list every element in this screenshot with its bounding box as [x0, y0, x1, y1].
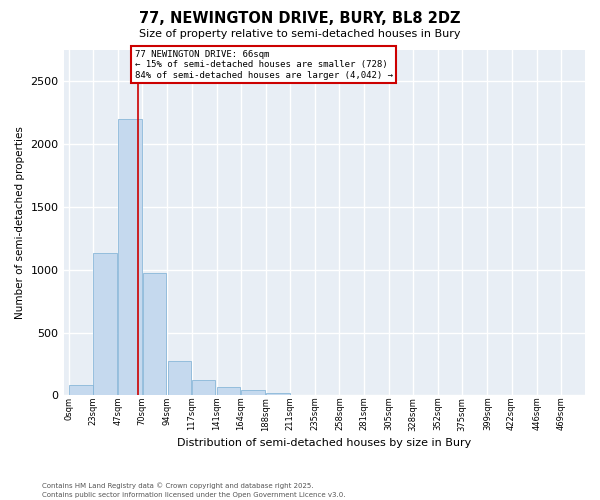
- Text: Contains HM Land Registry data © Crown copyright and database right 2025.: Contains HM Land Registry data © Crown c…: [42, 482, 314, 489]
- Bar: [143, 274, 166, 396]
- Y-axis label: Number of semi-detached properties: Number of semi-detached properties: [15, 126, 25, 319]
- Bar: [69, 385, 92, 396]
- Bar: [241, 390, 265, 396]
- Text: 77, NEWINGTON DRIVE, BURY, BL8 2DZ: 77, NEWINGTON DRIVE, BURY, BL8 2DZ: [139, 11, 461, 26]
- Text: 77 NEWINGTON DRIVE: 66sqm
← 15% of semi-detached houses are smaller (728)
84% of: 77 NEWINGTON DRIVE: 66sqm ← 15% of semi-…: [135, 50, 393, 80]
- Bar: [192, 380, 215, 396]
- Bar: [93, 254, 116, 396]
- Bar: [266, 393, 290, 396]
- Bar: [290, 394, 314, 396]
- Bar: [217, 386, 241, 396]
- Bar: [168, 362, 191, 396]
- Bar: [118, 119, 142, 396]
- Text: Contains public sector information licensed under the Open Government Licence v3: Contains public sector information licen…: [42, 492, 346, 498]
- X-axis label: Distribution of semi-detached houses by size in Bury: Distribution of semi-detached houses by …: [177, 438, 472, 448]
- Text: Size of property relative to semi-detached houses in Bury: Size of property relative to semi-detach…: [139, 29, 461, 39]
